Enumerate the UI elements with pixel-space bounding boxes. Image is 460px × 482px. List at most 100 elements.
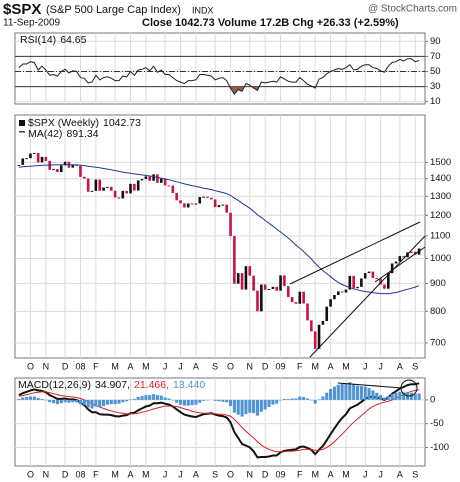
candle	[336, 291, 340, 296]
candle	[402, 256, 405, 258]
candle	[163, 178, 167, 186]
x-tick-label: J	[363, 469, 368, 479]
close: 1042.73	[175, 17, 215, 29]
x-tick-label: J	[378, 361, 383, 371]
candle	[236, 273, 240, 284]
histogram-bar	[202, 399, 206, 401]
histogram-bar	[148, 395, 152, 400]
legend-name: MACD(12,26,9)	[18, 379, 91, 391]
y-tick-label: 1400	[430, 173, 451, 184]
candle	[175, 193, 178, 201]
histogram-bar	[175, 399, 179, 403]
x-tick-label: M	[342, 469, 350, 479]
x-tick-label: A	[193, 469, 199, 479]
y-tick-label: 900	[430, 278, 446, 289]
legend: RSI(14) 64.65	[20, 34, 87, 46]
trendline	[374, 246, 426, 283]
candle	[59, 165, 63, 173]
histogram-bar	[332, 386, 336, 400]
close-label: Close	[142, 17, 172, 29]
x-tick-label: M	[311, 469, 319, 479]
candle	[271, 286, 275, 290]
volume-label: Volume	[218, 17, 257, 29]
histogram-bar	[90, 399, 94, 409]
x-tick-label: S	[212, 361, 218, 371]
legend: MACD(12,26,9) 34.907, 21.466, 13.440	[18, 379, 205, 391]
candle	[113, 190, 117, 198]
candle	[194, 203, 198, 205]
histogram-bar	[286, 398, 290, 400]
x-tick-label: 08	[75, 361, 85, 371]
histogram-bar	[86, 399, 90, 408]
histogram-bar	[298, 396, 302, 400]
x-tick-label: J	[178, 469, 183, 479]
exchange: INDX	[192, 5, 214, 15]
histogram-bar	[355, 385, 360, 400]
annotation-line	[337, 382, 403, 389]
candle	[313, 331, 317, 349]
histogram-bar	[167, 398, 171, 400]
histogram-bar	[275, 399, 279, 404]
histogram-bar	[394, 392, 398, 400]
candle	[371, 271, 375, 278]
histogram-bar	[28, 396, 33, 400]
candle	[390, 263, 394, 274]
histogram-bar	[390, 393, 394, 400]
histogram-bar	[125, 399, 129, 402]
candle	[52, 169, 55, 171]
y-tick-label: 1500	[430, 157, 451, 168]
x-tick-label: M	[311, 361, 319, 371]
legend-value: 34.907,	[95, 379, 130, 391]
series-line	[18, 164, 420, 295]
x-tick-label: A	[328, 469, 334, 479]
candle	[71, 164, 75, 168]
candle	[159, 178, 163, 183]
candle	[21, 158, 25, 165]
candle	[252, 275, 255, 291]
x-tick-label: D	[62, 361, 69, 371]
x-tick-label: A	[328, 361, 334, 371]
x-tick-label: O	[227, 361, 234, 371]
histogram-bar	[371, 390, 375, 400]
candle	[206, 196, 209, 198]
x-tick-label: 08	[75, 469, 85, 479]
candle	[279, 275, 282, 291]
candle	[40, 156, 44, 163]
histogram-bar	[21, 397, 25, 400]
candle	[94, 179, 98, 191]
histogram-bar	[63, 399, 67, 403]
histogram-bar	[363, 386, 367, 400]
x-tick-label: M	[111, 469, 119, 479]
candle	[398, 256, 402, 262]
candle	[367, 271, 371, 274]
x-tick-label: F	[297, 361, 303, 371]
y-tick-label: 0	[430, 394, 435, 405]
histogram-bar	[94, 399, 98, 407]
candle	[217, 205, 221, 208]
candle	[183, 203, 186, 208]
candle	[344, 289, 348, 293]
candle	[383, 284, 386, 289]
y-tick-label: 800	[430, 306, 446, 317]
trendline	[289, 221, 421, 285]
panel-frame	[14, 377, 426, 467]
candle	[363, 273, 367, 279]
candle	[179, 200, 182, 204]
candle	[275, 286, 279, 291]
x-tick-label: O	[27, 469, 34, 479]
candle	[317, 324, 321, 349]
x-tick-label: S	[412, 469, 418, 479]
candle	[86, 178, 90, 192]
x-tick-label: M	[111, 361, 119, 371]
volume: 17.2B	[260, 17, 289, 29]
x-tick-label: D	[262, 469, 269, 479]
histogram-bar	[348, 382, 352, 400]
histogram-bar	[71, 399, 75, 403]
candle	[394, 261, 398, 264]
candle	[90, 190, 94, 192]
candle	[348, 275, 352, 290]
x-tick-label: N	[247, 361, 254, 371]
candle	[171, 185, 175, 194]
quote-line: Close 1042.73 Volume 17.2B Chg +26.33 (+…	[142, 17, 399, 29]
